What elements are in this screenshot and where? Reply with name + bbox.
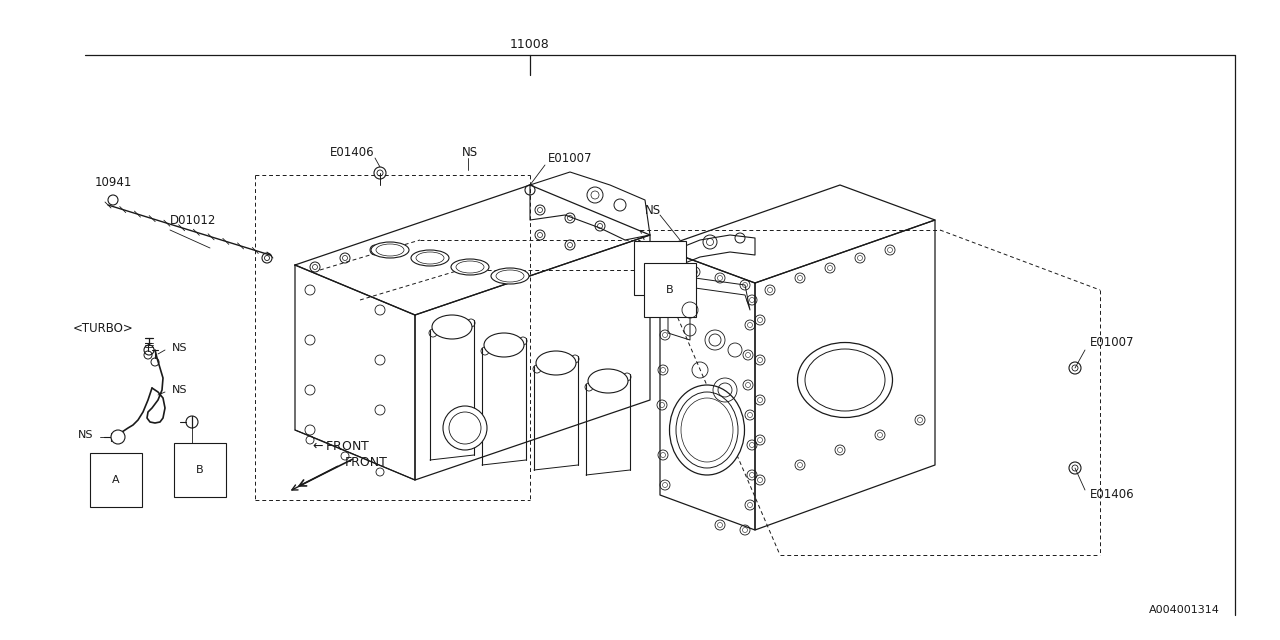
Ellipse shape xyxy=(536,351,576,375)
Text: E01406: E01406 xyxy=(330,145,375,159)
Polygon shape xyxy=(294,265,415,480)
Ellipse shape xyxy=(411,250,449,266)
Polygon shape xyxy=(660,248,755,530)
Ellipse shape xyxy=(492,268,529,284)
Text: A004001314: A004001314 xyxy=(1149,605,1220,615)
Polygon shape xyxy=(672,270,750,310)
Text: NS: NS xyxy=(645,204,662,216)
Text: D01012: D01012 xyxy=(170,214,216,227)
Circle shape xyxy=(111,430,125,444)
Ellipse shape xyxy=(484,333,524,357)
Polygon shape xyxy=(530,172,650,240)
Text: NS: NS xyxy=(172,385,187,395)
Text: NS: NS xyxy=(462,145,479,159)
Text: FRONT: FRONT xyxy=(346,456,388,468)
Ellipse shape xyxy=(669,385,745,475)
Text: E01406: E01406 xyxy=(1091,488,1134,502)
Text: <TURBO>: <TURBO> xyxy=(73,321,133,335)
Polygon shape xyxy=(660,185,934,283)
Text: A: A xyxy=(113,475,120,485)
Text: NS: NS xyxy=(172,343,187,353)
Text: A: A xyxy=(657,263,664,273)
Text: B: B xyxy=(666,285,673,295)
Text: NS: NS xyxy=(78,430,93,440)
Polygon shape xyxy=(680,235,755,265)
Polygon shape xyxy=(668,290,690,340)
Ellipse shape xyxy=(797,342,892,417)
Text: 11008: 11008 xyxy=(511,38,550,51)
Polygon shape xyxy=(755,220,934,530)
Text: $\leftarrow$FRONT: $\leftarrow$FRONT xyxy=(310,440,370,454)
Ellipse shape xyxy=(588,369,628,393)
Polygon shape xyxy=(294,185,650,315)
Circle shape xyxy=(443,406,486,450)
Text: 10941: 10941 xyxy=(95,177,132,189)
Text: E01007: E01007 xyxy=(1091,337,1134,349)
Ellipse shape xyxy=(451,259,489,275)
Ellipse shape xyxy=(371,242,410,258)
Ellipse shape xyxy=(433,315,472,339)
Text: B: B xyxy=(196,465,204,475)
Polygon shape xyxy=(415,235,650,480)
Text: E01007: E01007 xyxy=(548,152,593,164)
